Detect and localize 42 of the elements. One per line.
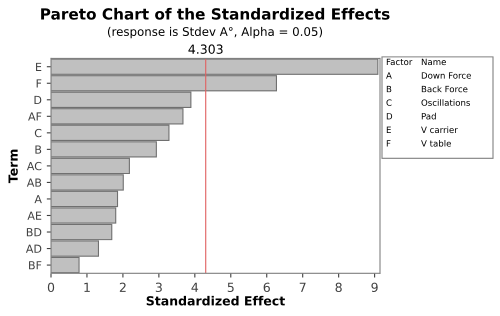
text: Factor <box>386 58 412 66</box>
y-tick-label: AE <box>27 212 42 220</box>
text: Pad <box>422 112 436 120</box>
text: Oscillations <box>421 99 470 106</box>
y-tick-label: AB <box>26 178 42 187</box>
y-tick-label: D <box>34 96 42 104</box>
y-tick-label: AD <box>26 244 42 253</box>
text: A <box>386 72 392 79</box>
text: Down Force <box>422 72 471 79</box>
x-tick-label: 3 <box>156 282 162 292</box>
x-tick-label: 0 <box>48 282 54 292</box>
text: F <box>386 140 390 147</box>
y-tick-label: AF <box>28 112 42 121</box>
text: V carrier <box>421 126 458 134</box>
x-axis-title: Standardized Effect <box>146 296 285 306</box>
x-tick-label: 6 <box>264 282 270 292</box>
y-tick-label: F <box>36 79 42 88</box>
y-tick-label: AC <box>26 162 42 170</box>
text: Name <box>422 58 446 66</box>
x-tick-label: 9 <box>371 282 378 292</box>
text: C <box>386 99 392 106</box>
y-axis-title: Term <box>8 150 18 184</box>
x-tick-label: 7 <box>300 282 306 292</box>
ref-line-label: 4.303 <box>188 44 223 54</box>
y-tick-label: C <box>34 128 42 138</box>
y-tick-label: BF <box>29 261 42 270</box>
y-tick-label: A <box>34 195 42 204</box>
y-tick-label: E <box>36 62 42 71</box>
x-tick-label: 2 <box>120 282 126 292</box>
x-tick-label: 5 <box>228 282 234 292</box>
x-tick-label: 8 <box>336 282 342 292</box>
x-tick-label: 1 <box>84 282 90 292</box>
y-tick-label: BD <box>26 228 42 236</box>
text: E <box>386 126 391 133</box>
y-tick-label: B <box>35 145 42 154</box>
chart-title: Pareto Chart of the Standardized Effects <box>41 8 390 20</box>
text: Back Force <box>422 86 468 92</box>
text: V table <box>421 140 451 147</box>
chart-subtitle: (response is Stdev A°, Alpha = 0.05) <box>108 26 322 38</box>
text: D <box>386 113 392 120</box>
text: B <box>386 86 392 92</box>
x-tick-label: 4 <box>191 282 198 292</box>
